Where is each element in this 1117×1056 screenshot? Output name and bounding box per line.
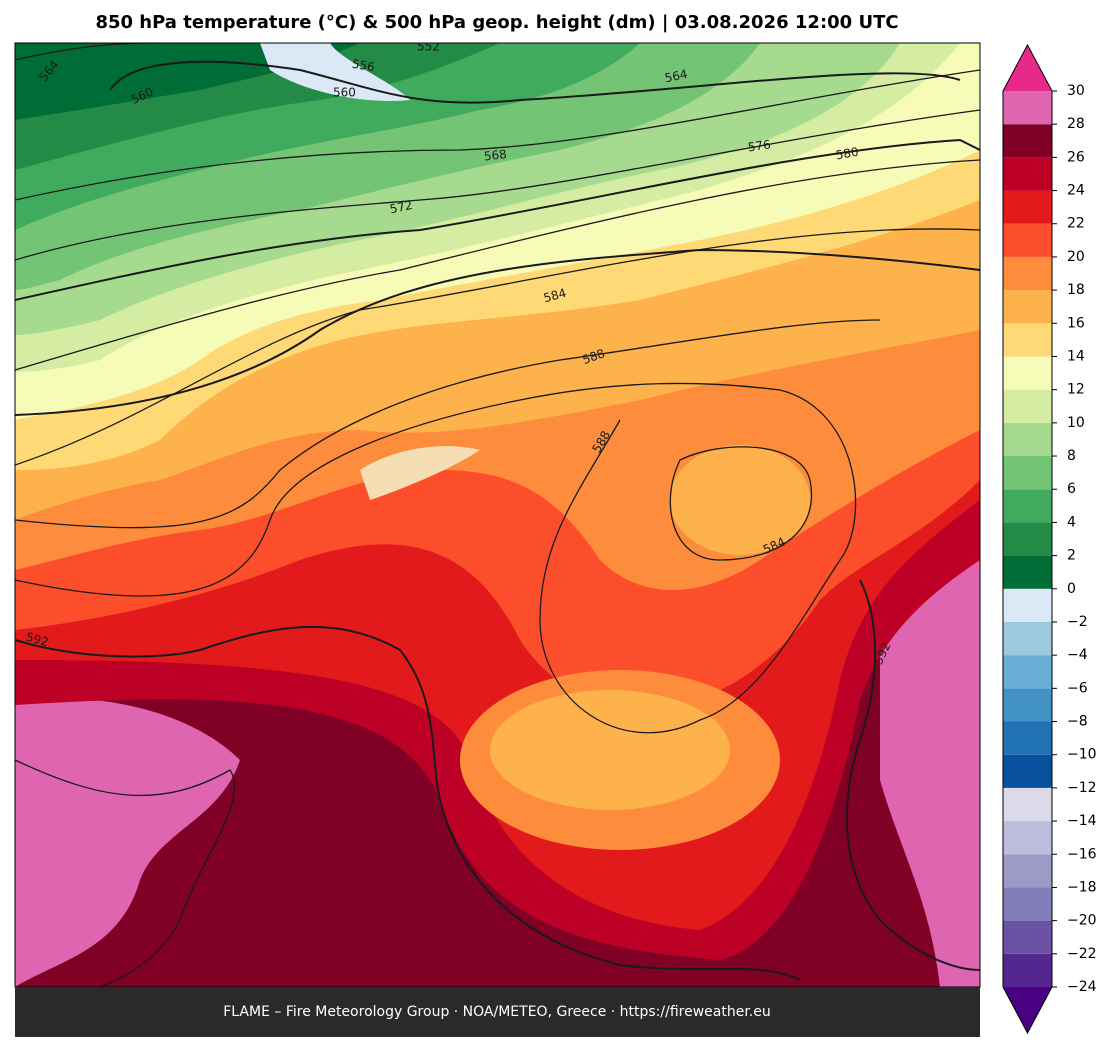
footer-bar: [15, 987, 980, 1037]
colorbar-tick-label: 8: [1067, 448, 1076, 464]
colorbar-tick-label: −10: [1067, 747, 1097, 763]
colorbar-tick-label: 12: [1067, 382, 1085, 398]
colorbar-band: [1003, 389, 1052, 423]
contour-label: 556: [351, 57, 376, 75]
colorbar-tick-label: −18: [1067, 879, 1097, 895]
colorbar-band: [1003, 223, 1052, 257]
colorbar-band: [1003, 190, 1052, 224]
colorbar-tick-label: −6: [1067, 680, 1088, 696]
colorbar-band: [1003, 456, 1052, 490]
colorbar-tick-label: 28: [1067, 116, 1085, 132]
colorbar-band: [1003, 688, 1052, 722]
colorbar-tick-label: 22: [1067, 216, 1085, 232]
colorbar-band: [1003, 489, 1052, 523]
colorbar-tick-label: 20: [1067, 249, 1085, 265]
colorbar-tick-label: −2: [1067, 614, 1088, 630]
colorbar-tick-label: −24: [1067, 979, 1097, 995]
contour-label: 572: [388, 198, 413, 216]
colorbar-band: [1003, 256, 1052, 291]
colorbar-band: [1003, 157, 1052, 191]
contour-label: 576: [747, 137, 772, 154]
map: 564 560 556 552 560 564 568 572 576 580 …: [15, 40, 980, 987]
colorbar-tick-label: 2: [1067, 548, 1076, 564]
colorbar-band: [1003, 91, 1052, 125]
contour-label: 552: [417, 40, 440, 54]
contour-label: 564: [663, 67, 688, 85]
colorbar-tick-label: 24: [1067, 183, 1085, 199]
colorbar-band: [1003, 588, 1052, 622]
colorbar-band: [1003, 754, 1052, 788]
colorbar-tick-label: −4: [1067, 647, 1088, 663]
colorbar-band: [1003, 290, 1052, 324]
title: 850 hPa temperature (°C) & 500 hPa geop.…: [95, 12, 898, 33]
contour-label: 560: [333, 86, 356, 100]
colorbar-tick-label: 0: [1067, 581, 1076, 597]
colorbar-tick-label: −8: [1067, 714, 1088, 730]
contour-label: 580: [835, 145, 860, 163]
colorbar-tick-label: −22: [1067, 946, 1097, 962]
contours: [15, 43, 980, 987]
colorbar-band: [1003, 422, 1052, 457]
colorbar-tick-label: 26: [1067, 149, 1085, 165]
colorbar: −24−22−20−18−16−14−12−10−8−6−4−202468101…: [1002, 43, 1097, 1035]
contour-label: 568: [483, 147, 507, 163]
colorbar-band: [1003, 356, 1052, 390]
contour-label: 592: [24, 630, 50, 649]
colorbar-tick-label: −20: [1067, 913, 1097, 929]
colorbar-band: [1003, 920, 1052, 954]
contour-label: 584: [542, 286, 568, 305]
colorbar-tick-label: −14: [1067, 813, 1097, 829]
colorbar-tick-label: 14: [1067, 348, 1085, 364]
colorbar-tick-label: 18: [1067, 282, 1085, 298]
colorbar-band: [1003, 124, 1052, 158]
colorbar-band: [1003, 621, 1052, 656]
colorbar-band: [1003, 787, 1052, 822]
colorbar-band: [1003, 555, 1052, 589]
colorbar-tick-label: 4: [1067, 514, 1076, 530]
colorbar-band: [1003, 854, 1052, 888]
colorbar-band: [1003, 953, 1052, 987]
colorbar-band: [1003, 655, 1052, 689]
colorbar-tick-label: 6: [1067, 481, 1076, 497]
colorbar-tick-label: −12: [1067, 780, 1097, 796]
colorbar-band: [1003, 721, 1052, 755]
colorbar-tick-label: 30: [1067, 83, 1085, 99]
colorbar-under: [1003, 987, 1052, 1033]
colorbar-tick-label: −16: [1067, 846, 1097, 862]
colorbar-band: [1003, 887, 1052, 921]
colorbar-tick-label: 16: [1067, 315, 1085, 331]
colorbar-tick-label: 10: [1067, 415, 1085, 431]
colorbar-band: [1003, 821, 1052, 855]
footer: FLAME – Fire Meteorology Group · NOA/MET…: [223, 1004, 771, 1020]
colorbar-band: [1003, 323, 1052, 357]
colorbar-band: [1003, 522, 1052, 556]
colorbar-over: [1003, 45, 1052, 91]
